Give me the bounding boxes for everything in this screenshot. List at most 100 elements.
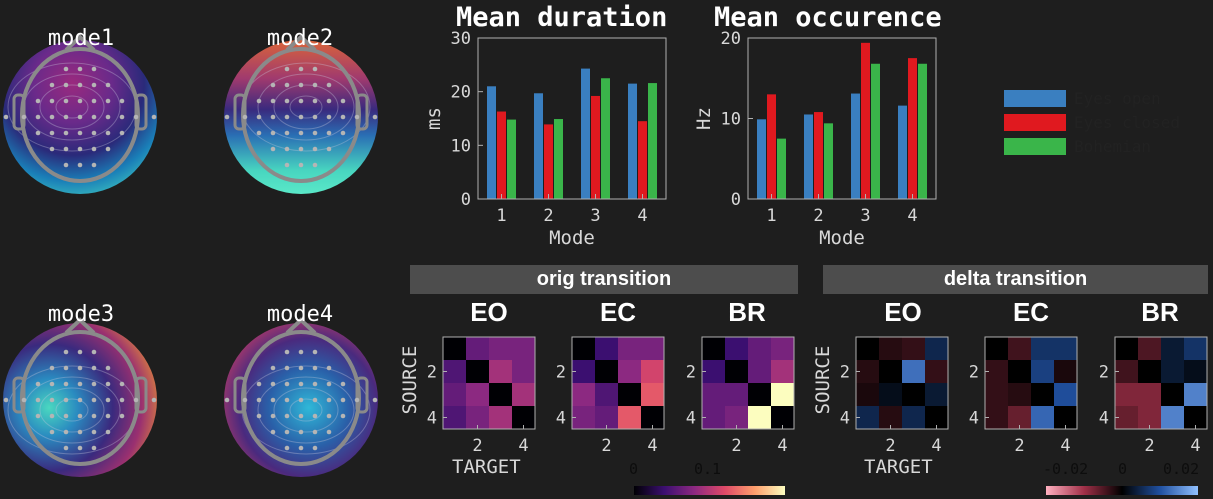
electrode-dot bbox=[3, 397, 9, 403]
heatmap-cell bbox=[856, 360, 879, 383]
heatmap-cell bbox=[856, 406, 879, 429]
heatmap-x-tick-label: 4 bbox=[1190, 436, 1200, 456]
heatmap-cell bbox=[879, 360, 902, 383]
electrode-dot bbox=[49, 413, 55, 419]
y-tick-label: 10 bbox=[451, 136, 471, 156]
electrode-dot bbox=[63, 146, 69, 152]
heatmap-cell bbox=[725, 360, 748, 383]
bar-bohemian bbox=[507, 119, 516, 199]
heatmap-cell bbox=[748, 360, 771, 383]
electrode-dot bbox=[105, 429, 111, 435]
electrode-dot bbox=[326, 365, 332, 371]
electrode-dot bbox=[133, 114, 139, 120]
electrode-dot bbox=[326, 429, 332, 435]
bar-eyes-open bbox=[851, 93, 860, 199]
orig-matrix-title-br: BR bbox=[728, 297, 766, 327]
heatmap-cell bbox=[466, 406, 489, 429]
heatmap-x-tick-label: 4 bbox=[1060, 436, 1070, 456]
electrode-dot bbox=[326, 146, 332, 152]
heatmap-cell bbox=[985, 406, 1008, 429]
electrode-dot bbox=[298, 397, 304, 403]
electrode-dot bbox=[298, 445, 304, 451]
topomap-contour bbox=[257, 376, 355, 444]
electrode-dot bbox=[312, 130, 318, 136]
bar-bohemian bbox=[648, 83, 657, 199]
bar-bohemian bbox=[777, 138, 786, 199]
electrode-dot bbox=[63, 365, 69, 371]
electrode-dot bbox=[284, 349, 290, 355]
electrode-dot bbox=[91, 146, 97, 152]
nose-outline bbox=[285, 34, 317, 52]
bar-bohemian bbox=[871, 63, 880, 200]
heatmap-cell bbox=[1115, 383, 1138, 406]
y-axis-label: Hz bbox=[693, 107, 715, 130]
electrode-dot bbox=[91, 397, 97, 403]
heatmap-cell bbox=[466, 337, 489, 360]
heatmap-cell bbox=[443, 406, 466, 429]
heatmap-cell bbox=[1031, 337, 1054, 360]
delta-colorbar-tick-2: 0.02 bbox=[1163, 460, 1200, 478]
bar-eyes-closed bbox=[591, 95, 600, 199]
left-ear bbox=[12, 93, 26, 131]
electrode-dot bbox=[63, 66, 69, 72]
heatmap-cell bbox=[1138, 406, 1161, 429]
electrode-dot bbox=[224, 114, 230, 120]
heatmap-cell bbox=[985, 337, 1008, 360]
electrode-dot bbox=[312, 66, 318, 72]
electrode-dot bbox=[21, 397, 27, 403]
heatmap-cell bbox=[466, 383, 489, 406]
heatmap-cell bbox=[572, 337, 595, 360]
heatmap-cell bbox=[595, 337, 618, 360]
heatmap-y-tick-label: 4 bbox=[840, 409, 850, 429]
heatmap-cell bbox=[489, 383, 512, 406]
x-tick-label: 4 bbox=[907, 206, 917, 226]
nose-outline bbox=[285, 317, 317, 335]
heatmap-frame bbox=[984, 336, 1078, 430]
delta-source-label: SOURCE bbox=[812, 345, 834, 415]
heatmap-y-tick-label: 2 bbox=[1099, 363, 1109, 383]
electrode-dot bbox=[91, 429, 97, 435]
heatmap-x-tick-label: 4 bbox=[647, 436, 657, 456]
electrode-dot bbox=[340, 130, 346, 136]
heatmap-cell bbox=[618, 383, 641, 406]
heatmap-cell bbox=[1138, 383, 1161, 406]
heatmap-y-tick-label: 4 bbox=[686, 409, 696, 429]
electrode-dot bbox=[312, 82, 318, 88]
electrode-dot bbox=[49, 381, 55, 387]
electrode-dot bbox=[312, 365, 318, 371]
heatmap-cell bbox=[1161, 360, 1184, 383]
electrode-dot bbox=[284, 66, 290, 72]
electrode-dot bbox=[49, 82, 55, 88]
electrode-dot bbox=[270, 114, 276, 120]
heatmap-cell bbox=[618, 406, 641, 429]
electrode-dot bbox=[256, 130, 262, 136]
electrode-dot bbox=[35, 114, 41, 120]
x-tick-label: 2 bbox=[813, 206, 823, 226]
legend-label: Eyes closed bbox=[1074, 112, 1180, 132]
topomap-label-2: mode2 bbox=[266, 26, 334, 51]
electrode-dot bbox=[77, 66, 83, 72]
legend-item-eyes-closed: Eyes closed bbox=[1004, 110, 1180, 134]
heatmap-cell bbox=[985, 360, 1008, 383]
electrode-dot bbox=[298, 130, 304, 136]
electrode-dot bbox=[354, 114, 360, 120]
electrode-dot bbox=[312, 98, 318, 104]
delta-colorbar-tick-0: -0.02 bbox=[1043, 460, 1089, 478]
heatmap-cell bbox=[641, 383, 664, 406]
heatmap-cell bbox=[1008, 337, 1031, 360]
head-outline bbox=[20, 330, 140, 466]
electrode-dot bbox=[284, 413, 290, 419]
orig-colorbar-tick-0: 0 bbox=[629, 460, 639, 478]
heatmap-cell bbox=[902, 337, 925, 360]
electrode-dot bbox=[284, 365, 290, 371]
bar-eyes-closed bbox=[767, 94, 776, 199]
electrode-dot bbox=[256, 98, 262, 104]
electrode-dot bbox=[270, 82, 276, 88]
heatmap-cell bbox=[1054, 383, 1077, 406]
electrode-dot bbox=[77, 162, 83, 168]
heatmap-cell bbox=[771, 383, 794, 406]
y-axis-label: ms bbox=[423, 107, 445, 130]
electrode-dot bbox=[270, 413, 276, 419]
x-tick-label: 3 bbox=[590, 206, 600, 226]
electrode-dot bbox=[298, 381, 304, 387]
